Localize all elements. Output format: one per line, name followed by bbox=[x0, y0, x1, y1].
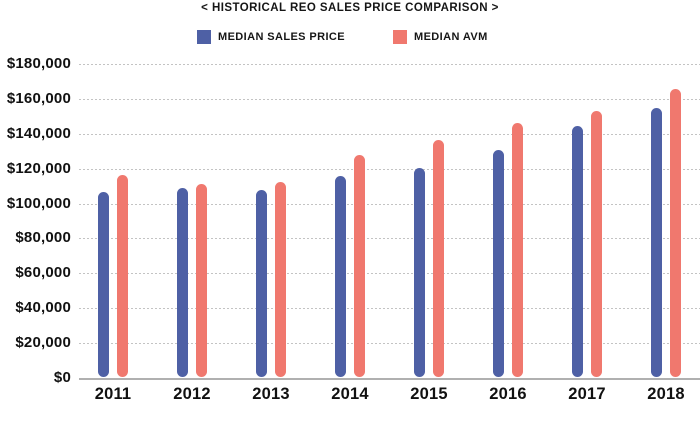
y-tick-label: $100,000 bbox=[6, 194, 71, 212]
gridline bbox=[79, 273, 700, 275]
y-tick-label: $60,000 bbox=[15, 264, 71, 282]
bar-2011-median-sales-price bbox=[97, 192, 109, 377]
bar-2012-median-sales-price bbox=[176, 187, 188, 377]
legend-item-median-avm: MEDIAN AVM bbox=[393, 30, 488, 44]
gridline bbox=[79, 203, 700, 205]
x-tick-label: 2015 bbox=[410, 385, 448, 403]
gridline bbox=[79, 133, 700, 135]
legend-swatch bbox=[393, 30, 407, 44]
x-axis-labels: 2011 2012 2013 2014 2015 2016 2017 2018 bbox=[79, 385, 700, 409]
gridline bbox=[79, 238, 700, 240]
x-axis-line bbox=[79, 378, 700, 380]
plot-area bbox=[79, 64, 700, 380]
y-tick-label: $160,000 bbox=[6, 89, 71, 107]
y-tick-label: $20,000 bbox=[15, 334, 71, 352]
gridline bbox=[79, 64, 700, 65]
bar-2013-median-sales-price bbox=[255, 189, 267, 377]
x-tick-label: 2013 bbox=[252, 385, 290, 403]
legend-swatch bbox=[197, 30, 211, 44]
y-tick-label: $40,000 bbox=[15, 299, 71, 317]
x-tick-label: 2016 bbox=[489, 385, 527, 403]
gridline bbox=[79, 98, 700, 100]
bar-2016-median-avm bbox=[512, 123, 524, 377]
y-tick-label: $140,000 bbox=[6, 124, 71, 142]
chart-title: < HISTORICAL REO SALES PRICE COMPARISON … bbox=[201, 2, 499, 14]
y-tick-label: $120,000 bbox=[6, 159, 71, 177]
y-tick-label: $0 bbox=[53, 369, 71, 386]
legend-item-median-sales-price: MEDIAN SALES PRICE bbox=[197, 30, 345, 44]
bar-2017-median-avm bbox=[591, 111, 603, 377]
x-tick-label: 2017 bbox=[568, 385, 606, 403]
bar-2016-median-sales-price bbox=[492, 150, 504, 377]
gridline bbox=[79, 308, 700, 310]
x-tick-label: 2014 bbox=[331, 385, 369, 403]
bar-2013-median-avm bbox=[275, 181, 287, 377]
bar-2014-median-sales-price bbox=[334, 176, 346, 377]
gridline bbox=[79, 343, 700, 345]
bar-2011-median-avm bbox=[117, 174, 129, 377]
gridline bbox=[79, 168, 700, 170]
bar-2012-median-avm bbox=[196, 184, 208, 377]
x-tick-label: 2012 bbox=[173, 385, 211, 403]
x-tick-label: 2011 bbox=[94, 385, 132, 403]
bar-2014-median-avm bbox=[354, 154, 366, 377]
y-tick-label: $180,000 bbox=[6, 55, 71, 72]
bar-2015-median-sales-price bbox=[413, 167, 425, 377]
bar-2017-median-sales-price bbox=[571, 125, 583, 377]
legend-label: MEDIAN AVM bbox=[414, 31, 488, 43]
bar-2018-median-sales-price bbox=[650, 108, 662, 377]
y-axis-labels: $0 $20,000 $40,000 $60,000 $80,000 $100,000 $1… bbox=[0, 55, 71, 386]
y-tick-label: $80,000 bbox=[15, 229, 71, 247]
legend: MEDIAN SALES PRICE MEDIAN AVM bbox=[197, 30, 488, 44]
bar-2015-median-avm bbox=[433, 139, 445, 377]
x-tick-label: 2018 bbox=[647, 385, 685, 403]
legend-label: MEDIAN SALES PRICE bbox=[218, 31, 345, 43]
bar-2018-median-avm bbox=[670, 89, 682, 377]
